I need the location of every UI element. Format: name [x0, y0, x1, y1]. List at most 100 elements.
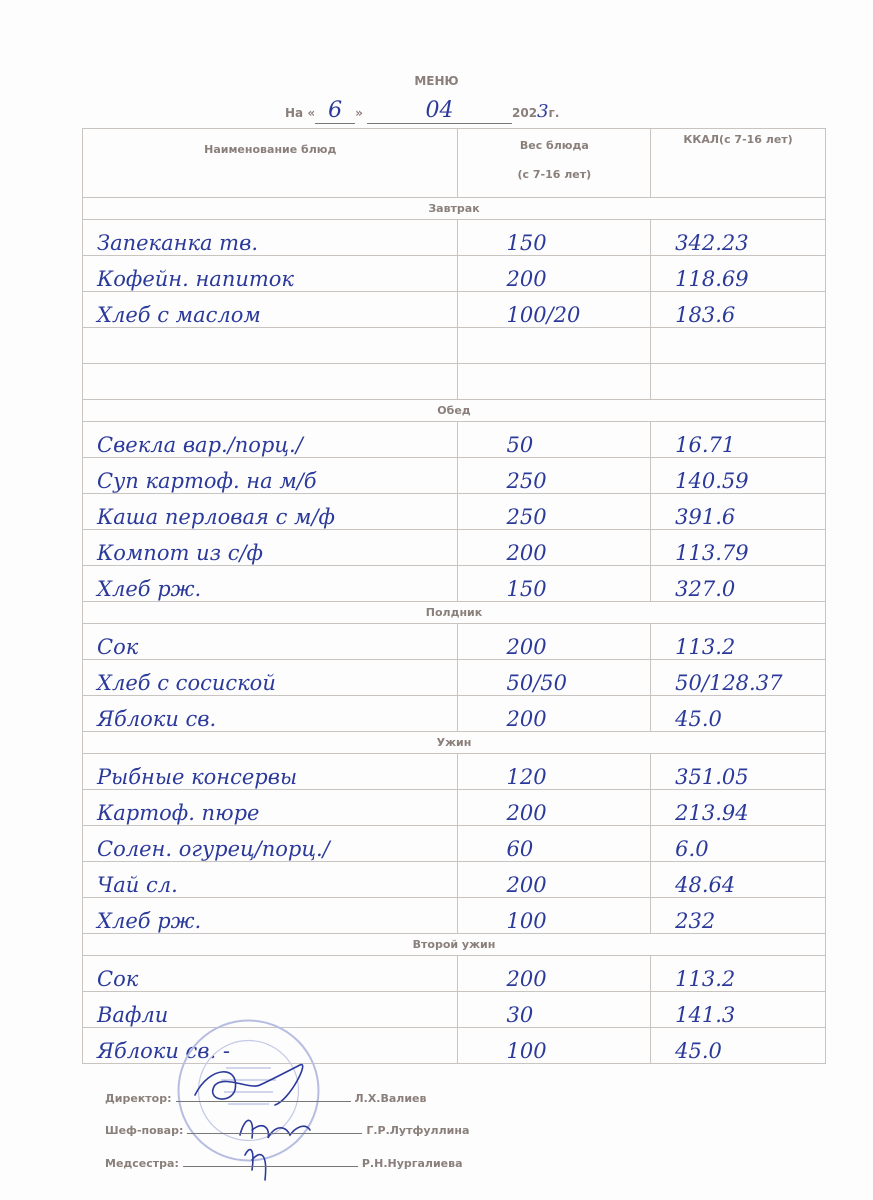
menu-row: Рыбные консервы 120 351.05: [81, 753, 826, 790]
dish-weight: 150: [457, 565, 652, 602]
col-header-kcal: ККАЛ(с 7-16 лет): [650, 128, 826, 198]
col-header-name: Наименование блюд: [81, 128, 459, 198]
dish-kcal: 113.2: [650, 623, 826, 660]
menu-date: На «6» 04 2023г.: [285, 98, 559, 124]
dish-kcal: 213.94: [650, 789, 826, 826]
section-header: Ужин: [82, 731, 826, 754]
dish-name: Каша перловая с м/ф: [81, 493, 459, 530]
dish-kcal: 327.0: [650, 565, 826, 602]
dish-weight: 250: [457, 493, 652, 530]
section-header: Завтрак: [82, 197, 826, 220]
dish-weight: 200: [457, 695, 652, 732]
menu-table: Наименование блюд Вес блюда (с 7-16 лет) …: [81, 128, 826, 1064]
dish-name: Хлеб рж.: [81, 565, 459, 602]
date-suffix: г.: [548, 106, 560, 120]
dish-name: Кофейн. напиток: [81, 255, 459, 292]
menu-row: Чай сл. 200 48.64: [81, 861, 826, 898]
dish-kcal: 183.6: [650, 291, 826, 328]
menu-row: Солен. огурец/порц./60 6.0: [81, 825, 826, 862]
dish-kcal: 391.6: [650, 493, 826, 530]
date-year-prefix: 202: [512, 106, 538, 120]
dish-name: Сок: [81, 955, 459, 992]
dish-name: Сок: [81, 623, 459, 660]
dish-name: Запеканка тв.: [81, 219, 459, 256]
dish-name: [81, 363, 459, 400]
menu-row: Яблоки св. 200 45.0: [81, 695, 826, 732]
dish-name: Вафли: [81, 991, 459, 1028]
dish-kcal: 113.79: [650, 529, 826, 566]
date-mid: »: [355, 106, 363, 120]
dish-kcal: 50/128.37: [650, 659, 826, 696]
menu-row: Хлеб рж. 150 327.0: [81, 565, 826, 602]
page-title: МЕНЮ: [414, 74, 459, 88]
dish-name: Солен. огурец/порц./: [81, 825, 459, 862]
menu-row: Хлеб с маслом 100/20 183.6: [81, 291, 826, 328]
menu-row: [81, 363, 826, 400]
dish-weight: [457, 363, 652, 400]
dish-kcal: 6.0: [650, 825, 826, 862]
dish-weight: 200: [457, 623, 652, 660]
dish-weight: 100: [457, 897, 652, 934]
section-header: Обед: [82, 399, 826, 422]
dish-kcal: 232: [650, 897, 826, 934]
date-year-digit: 3: [537, 101, 549, 122]
dish-kcal: 113.2: [650, 955, 826, 992]
menu-row: Запеканка тв. 150 342.23: [81, 219, 826, 256]
dish-name: Картоф. пюре: [81, 789, 459, 826]
dish-kcal: 45.0: [650, 695, 826, 732]
dish-name: Хлеб с маслом: [81, 291, 459, 328]
menu-row: Кофейн. напиток 200 118.69: [81, 255, 826, 292]
dish-weight: 100/20: [457, 291, 652, 328]
dish-weight: 30: [457, 991, 652, 1028]
signature-line-chef: Шеф-повар: Г.Р.Лутфуллина: [105, 1124, 470, 1137]
dish-kcal: 342.23: [650, 219, 826, 256]
signature-line-nurse: Медсестра: Р.Н.Нургалиева: [105, 1157, 463, 1170]
official-stamp: [177, 1019, 320, 1162]
menu-row: [81, 327, 826, 364]
dish-weight: [457, 327, 652, 364]
dish-name: Яблоки св. -: [81, 1027, 459, 1064]
date-month: 04: [367, 98, 513, 124]
dish-weight: 100: [457, 1027, 652, 1064]
menu-row: Компот из с/ф 200 113.79: [81, 529, 826, 566]
menu-row: Картоф. пюре 200 213.94: [81, 789, 826, 826]
menu-row: Сок 200 113.2: [81, 623, 826, 660]
dish-kcal: 118.69: [650, 255, 826, 292]
dish-name: Чай сл.: [81, 861, 459, 898]
menu-row: Сок 200 113.2: [81, 955, 826, 992]
dish-weight: 150: [457, 219, 652, 256]
menu-row: Каша перловая с м/ф 250 391.6: [81, 493, 826, 530]
dish-weight: 200: [457, 861, 652, 898]
dish-name: Свекла вар./порц./: [81, 421, 459, 458]
dish-weight: 60: [457, 825, 652, 862]
dish-name: Рыбные консервы: [81, 753, 459, 790]
dish-weight: 50/50: [457, 659, 652, 696]
dish-name: Хлеб с сосиской: [81, 659, 459, 696]
menu-row: Хлеб с сосиской 50/50 50/128.37: [81, 659, 826, 696]
dish-name: Компот из с/ф: [81, 529, 459, 566]
dish-name: Яблоки св.: [81, 695, 459, 732]
dish-kcal: [650, 363, 826, 400]
menu-row: Яблоки св. -100 45.0: [81, 1027, 826, 1064]
dish-kcal: [650, 327, 826, 364]
menu-row: Хлеб рж. 100 232: [81, 897, 826, 934]
dish-kcal: 140.59: [650, 457, 826, 494]
dish-name: Суп картоф. на м/б: [81, 457, 459, 494]
dish-weight: 200: [457, 529, 652, 566]
signature-line-director: Директор: Л.Х.Валиев: [105, 1092, 427, 1105]
handwritten-signatures: [194, 1064, 311, 1181]
menu-row: Вафли 30 141.3: [81, 991, 826, 1028]
dish-name: Хлеб рж.: [81, 897, 459, 934]
dish-kcal: 351.05: [650, 753, 826, 790]
dish-weight: 120: [457, 753, 652, 790]
dish-kcal: 141.3: [650, 991, 826, 1028]
date-prefix: На «: [285, 106, 316, 120]
dish-kcal: 45.0: [650, 1027, 826, 1064]
dish-kcal: 48.64: [650, 861, 826, 898]
dish-kcal: 16.71: [650, 421, 826, 458]
dish-name: [81, 327, 459, 364]
section-header: Второй ужин: [82, 933, 826, 956]
date-day: 6: [315, 98, 356, 124]
section-header: Полдник: [82, 601, 826, 624]
